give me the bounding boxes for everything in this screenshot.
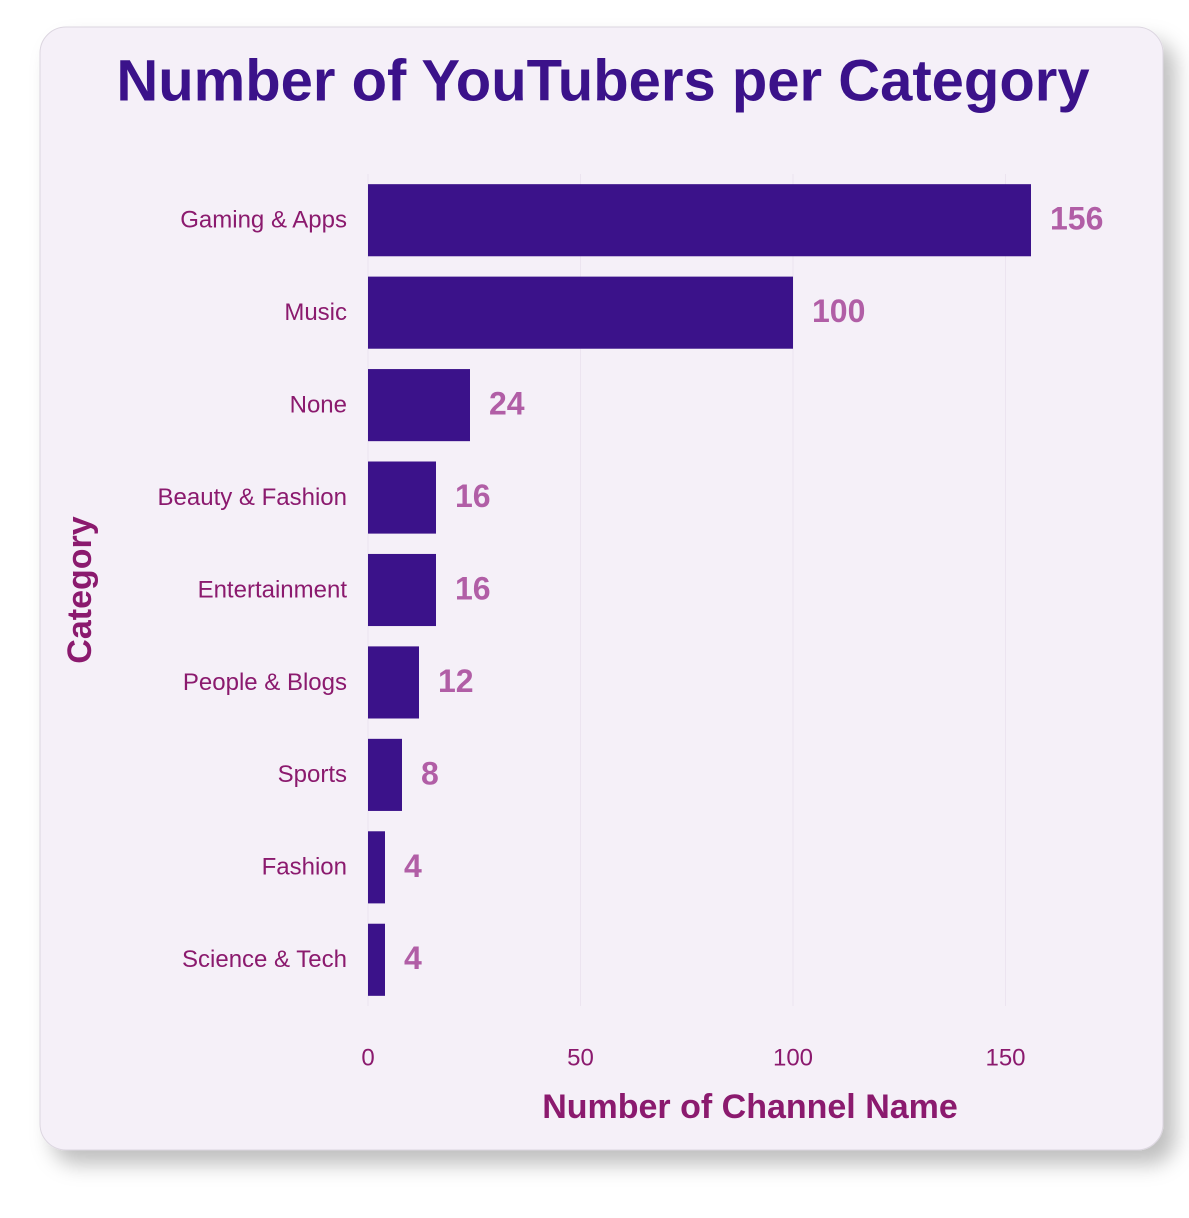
value-label: 100 (812, 293, 865, 329)
value-label: 156 (1050, 201, 1103, 237)
bar (368, 184, 1031, 257)
bar (368, 738, 402, 811)
value-label: 4 (404, 940, 422, 976)
y-tick-label: Science & Tech (182, 946, 347, 973)
x-axis-title: Number of Channel Name (542, 1088, 958, 1126)
y-tick-label: Beauty & Fashion (158, 484, 347, 511)
y-tick-label: Sports (278, 761, 347, 788)
y-tick-label: People & Blogs (183, 669, 347, 696)
bar (368, 553, 436, 627)
y-tick-label: Fashion (262, 854, 347, 881)
card (39, 26, 1164, 1151)
bar (368, 276, 793, 349)
value-label: 16 (455, 570, 491, 606)
value-label: 8 (421, 755, 439, 791)
value-label: 16 (455, 478, 491, 514)
y-tick-label: Entertainment (198, 576, 348, 603)
bar (368, 461, 436, 534)
value-label: 12 (438, 663, 474, 699)
y-tick-label: None (290, 391, 347, 418)
bar (368, 923, 385, 996)
x-tick-label: 150 (985, 1044, 1025, 1071)
bar (368, 369, 470, 442)
bar (368, 646, 419, 719)
bar (368, 831, 385, 904)
x-tick-label: 100 (773, 1044, 813, 1071)
value-label: 4 (404, 848, 422, 884)
y-tick-label: Music (284, 299, 347, 326)
x-tick-label: 50 (567, 1044, 594, 1071)
chart-title: Number of YouTubers per Category (116, 48, 1089, 113)
y-axis-title: Category (61, 516, 99, 663)
x-tick-label: 0 (361, 1044, 374, 1071)
value-label: 24 (489, 386, 525, 422)
y-tick-label: Gaming & Apps (180, 207, 347, 234)
